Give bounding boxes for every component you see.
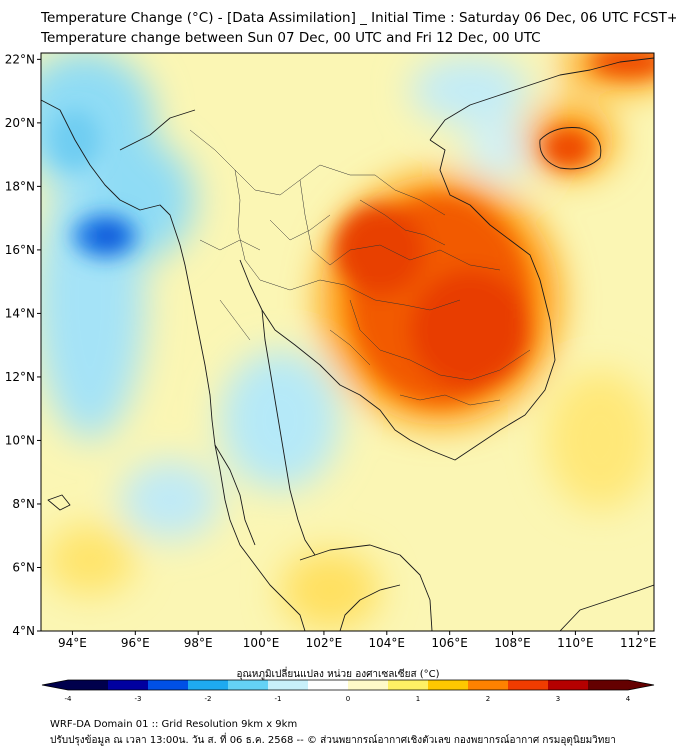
longitude-axis: 94°E 96°E 98°E 100°E 102°E 104°E 106°E 108°E 110… [58,631,657,650]
colorbar-segment [148,680,189,690]
lon-tick-label: 104°E [369,636,406,650]
colorbar-segment [68,680,109,690]
colorbar-segment [388,680,429,690]
warm-zone-southwest [45,525,135,595]
colorbar-segment [588,680,629,690]
colorbar-segment [468,680,509,690]
colorbar-max-extend [628,680,654,690]
lon-tick-label: 112°E [620,636,657,650]
lat-tick-label: 4°N [12,624,35,638]
admin-boundaries [189,129,531,406]
warm-zone-southeast [545,370,654,510]
lon-tick-label: 102°E [306,636,343,650]
colorbar-outline [41,679,655,691]
hot-core-cambodia [410,270,530,390]
colorbar-tick-label: -4 [65,695,73,703]
lat-tick-label: 6°N [12,560,35,574]
colorbar-tick-label: 0 [346,695,350,703]
colorbar-segment [228,680,269,690]
title-line-1: Temperature Change (°C) - [Data Assimila… [41,10,676,26]
colorbar-tick-label: 3 [556,695,560,703]
lon-tick-label: 100°E [243,636,280,650]
colorbar-tick-label: -3 [135,695,142,703]
hot-core-hainan [543,128,593,168]
colorbar-min-extend [42,680,68,690]
latitude-axis: 22°N 20°N 18°N 16°N 14°N 12°N 10°N 8°N 6°N 4°N [5,52,41,638]
colorbar-tick-label: -2 [205,695,212,703]
colorbar-label: อุณหภูมิเปลี่ยนแปลง หน่วย องศาเซลเซียส (… [236,669,440,680]
lon-tick-label: 96°E [121,636,150,650]
colorbar-segment [268,680,309,690]
colorbar-tick-label: 1 [416,695,420,703]
lat-tick-label: 20°N [5,116,35,130]
lat-tick-label: 12°N [5,370,35,384]
cool-zone-gulf [220,350,340,490]
cool-zone-south-west [120,460,220,540]
colorbar-segment [348,680,389,690]
colorbar-segment [548,680,589,690]
colorbar-segment [428,680,469,690]
temperature-field [41,53,654,631]
map-frame [40,52,655,632]
lat-tick-label: 8°N [12,497,35,511]
title-line-2: Temperature change between Sun 07 Dec, 0… [41,30,541,46]
colorbar-tick-label: 4 [626,695,631,703]
lat-tick-label: 22°N [5,52,35,66]
colorbar-tick-label: -1 [275,695,282,703]
footer-credits: ปรับปรุงข้อมูล ณ เวลา 13:00น. วัน ส. ที่… [50,735,616,746]
lat-tick-label: 16°N [5,243,35,257]
lat-tick-label: 18°N [5,179,35,193]
lat-tick-label: 10°N [5,433,35,447]
lon-tick-label: 94°E [58,636,87,650]
colorbar-segment [508,680,549,690]
colorbar-tick-label: 2 [486,695,490,703]
cold-core-center [92,224,124,248]
colorbar-segment [108,680,149,690]
footer-model-info: WRF-DA Domain 01 :: Grid Resolution 9km … [50,719,298,730]
cool-zone-gulf-tonkin [465,120,535,180]
hot-core-isan [335,205,425,295]
lon-tick-label: 110°E [557,636,594,650]
colorbar-segment [308,680,349,690]
lon-tick-label: 108°E [494,636,531,650]
colorbar-segment [188,680,229,690]
lat-tick-label: 14°N [5,306,35,320]
coastlines [41,57,654,631]
hot-core-guangdong [590,53,654,77]
lon-tick-label: 98°E [184,636,213,650]
warm-zone-south [280,550,380,630]
colorbar: -4 -3 -2 -1 0 1 2 3 4 [41,679,655,703]
lon-tick-label: 106°E [431,636,468,650]
cool-zone-north [410,55,530,125]
